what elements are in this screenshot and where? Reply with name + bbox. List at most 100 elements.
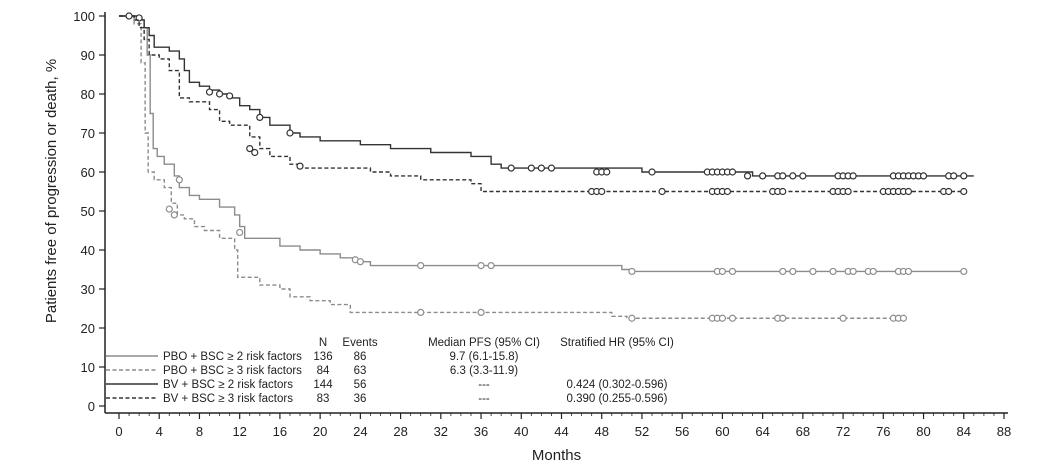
survival-curve bbox=[119, 15, 974, 177]
y-tick-label: 20 bbox=[81, 321, 95, 336]
series-1 bbox=[119, 15, 968, 276]
censor-mark bbox=[960, 172, 968, 180]
y-tick-label: 60 bbox=[81, 165, 95, 180]
censor-mark bbox=[648, 168, 656, 176]
y-tick-label: 10 bbox=[81, 360, 95, 375]
legend-series-name: PBO + BSC ≥ 2 risk factors bbox=[163, 351, 302, 363]
legend: N Events Median PFS (95% CI) Stratified HR … bbox=[106, 337, 674, 405]
censor-mark bbox=[728, 314, 737, 322]
series-group bbox=[119, 12, 974, 322]
legend-n: 83 bbox=[317, 393, 330, 405]
censor-mark bbox=[945, 187, 953, 196]
legend-n: 144 bbox=[313, 379, 333, 391]
censor-mark bbox=[829, 267, 837, 276]
censor-mark bbox=[236, 228, 244, 237]
censor-mark bbox=[919, 172, 928, 180]
x-tick-label: 64 bbox=[755, 424, 769, 439]
censor-mark bbox=[477, 308, 485, 316]
censor-mark bbox=[507, 164, 515, 172]
y-tick-label: 90 bbox=[81, 48, 95, 63]
censor-mark bbox=[789, 172, 797, 180]
censor-mark bbox=[849, 267, 857, 276]
censor-mark bbox=[175, 176, 183, 184]
x-tick-label: 32 bbox=[434, 424, 448, 439]
censor-mark bbox=[598, 187, 606, 196]
legend-median: --- bbox=[478, 393, 490, 405]
censor-mark bbox=[286, 129, 294, 137]
survival-curve bbox=[119, 15, 964, 273]
x-tick-label: 12 bbox=[232, 424, 246, 439]
legend-hr: 0.390 (0.255-0.596) bbox=[566, 393, 667, 405]
censor-mark bbox=[809, 267, 817, 276]
y-axis-title: Patients free of progression or death, % bbox=[43, 59, 60, 323]
series-3 bbox=[119, 14, 974, 180]
censor-mark bbox=[296, 162, 304, 170]
censor-mark bbox=[205, 88, 214, 96]
censor-mark bbox=[547, 164, 556, 172]
censor-mark bbox=[723, 187, 732, 196]
censor-mark bbox=[759, 172, 767, 180]
series-2 bbox=[119, 15, 909, 322]
y-tick-label: 50 bbox=[81, 204, 95, 219]
censor-mark bbox=[246, 145, 254, 153]
x-tick-label: 60 bbox=[715, 424, 729, 439]
censor-mark bbox=[779, 267, 787, 276]
censor-mark bbox=[527, 164, 535, 172]
censor-mark bbox=[789, 267, 797, 276]
legend-n: 136 bbox=[313, 351, 332, 363]
censor-mark bbox=[170, 211, 178, 219]
survival-curve bbox=[119, 15, 909, 319]
x-tick-label: 80 bbox=[916, 424, 930, 439]
legend-n: 84 bbox=[317, 365, 330, 377]
legend-header-hr: Stratified HR (95% CI) bbox=[560, 337, 674, 349]
censor-mark bbox=[718, 314, 727, 322]
x-tick-label: 16 bbox=[273, 424, 287, 439]
legend-series-name: BV + BSC ≥ 3 risk factors bbox=[163, 393, 293, 405]
censor-mark bbox=[743, 172, 752, 180]
censor-mark bbox=[628, 267, 636, 276]
censor-mark bbox=[950, 172, 958, 180]
censor-mark bbox=[658, 187, 666, 196]
censor-mark bbox=[839, 314, 847, 322]
censor-mark bbox=[417, 262, 425, 270]
x-tick-label: 44 bbox=[554, 424, 568, 439]
x-tick-label: 88 bbox=[997, 424, 1011, 439]
censor-mark bbox=[960, 187, 968, 196]
censor-mark bbox=[728, 168, 737, 176]
legend-series-name: BV + BSC ≥ 2 risk factors bbox=[163, 379, 293, 391]
censor-mark bbox=[417, 308, 425, 316]
y-tick-label: 100 bbox=[73, 9, 95, 24]
legend-events: 63 bbox=[354, 365, 367, 377]
y-tick-label: 30 bbox=[81, 282, 95, 297]
censor-mark bbox=[779, 172, 787, 180]
x-axis-title: Months bbox=[532, 447, 581, 464]
censor-mark bbox=[779, 187, 787, 196]
legend-header-events: Events bbox=[342, 337, 377, 349]
x-tick-label: 56 bbox=[675, 424, 689, 439]
x-tick-label: 76 bbox=[876, 424, 890, 439]
censor-mark bbox=[728, 267, 737, 276]
censor-mark bbox=[125, 12, 133, 20]
x-tick-label: 40 bbox=[514, 424, 528, 439]
censor-mark bbox=[869, 267, 877, 276]
censor-mark bbox=[849, 172, 857, 180]
censor-mark bbox=[904, 267, 913, 276]
x-tick-label: 36 bbox=[474, 424, 488, 439]
censor-mark bbox=[844, 187, 852, 196]
x-tick-label: 48 bbox=[594, 424, 608, 439]
legend-events: 36 bbox=[354, 393, 367, 405]
axes: 0 4 8 12 16 20 24 28 32 36 40 44 48 52 56 60 64 68 72 76 80 8… bbox=[73, 9, 1011, 439]
legend-median: 6.3 (3.3-11.9) bbox=[450, 365, 518, 377]
x-tick-label: 84 bbox=[957, 424, 971, 439]
censor-mark bbox=[215, 90, 224, 98]
censor-mark bbox=[603, 168, 611, 176]
legend-median: 9.7 (6.1-15.8) bbox=[449, 351, 518, 363]
censor-mark bbox=[487, 262, 495, 270]
x-tick-label: 8 bbox=[196, 424, 203, 439]
x-tick-label: 20 bbox=[313, 424, 327, 439]
x-tick-label: 0 bbox=[115, 424, 122, 439]
series-4 bbox=[119, 12, 968, 196]
censor-mark bbox=[904, 187, 913, 196]
censor-mark bbox=[960, 267, 968, 276]
